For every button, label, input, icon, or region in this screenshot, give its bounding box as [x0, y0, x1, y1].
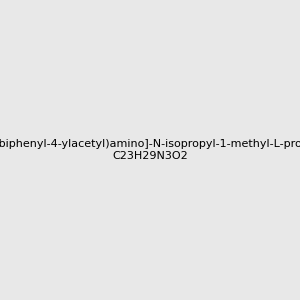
Text: (4R)-4-[(biphenyl-4-ylacetyl)amino]-N-isopropyl-1-methyl-L-prolinamide
C23H29N3O: (4R)-4-[(biphenyl-4-ylacetyl)amino]-N-is…	[0, 139, 300, 161]
